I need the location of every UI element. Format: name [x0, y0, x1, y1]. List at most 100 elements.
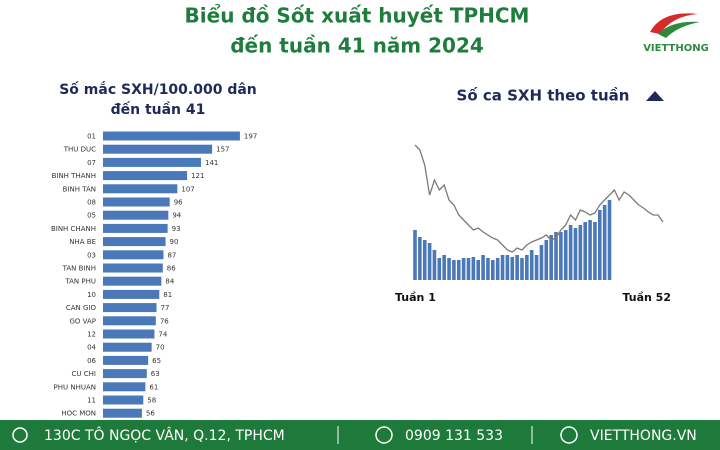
y-tick-label: 12: [87, 331, 96, 339]
value-label: 86: [167, 265, 176, 273]
bar: [103, 144, 213, 154]
bar: [471, 257, 476, 280]
bar: [588, 220, 592, 280]
bar: [520, 258, 524, 280]
bar: [510, 257, 515, 280]
bar: [486, 258, 490, 280]
value-label: 70: [156, 344, 165, 352]
y-tick-label: TAN PHU: [64, 278, 96, 286]
bar: [593, 222, 597, 280]
bar: [539, 245, 544, 280]
y-tick-label: 10: [87, 291, 96, 299]
value-label: 157: [216, 146, 229, 154]
bar: [461, 258, 466, 280]
y-tick-label: TAN BINH: [62, 265, 96, 273]
value-label: 63: [151, 370, 160, 378]
bar: [505, 255, 510, 280]
bar: [476, 260, 481, 280]
bar: [500, 255, 505, 280]
location-icon: [12, 427, 28, 443]
bar: [432, 250, 437, 280]
bar: [583, 222, 587, 280]
bar: [525, 255, 529, 280]
y-tick-label: BINH TAN: [63, 185, 96, 193]
bar: [602, 205, 607, 280]
y-tick-label: THU DUC: [63, 146, 96, 154]
bar: [103, 355, 149, 365]
value-label: 93: [172, 225, 181, 233]
y-tick-label: BINH THANH: [52, 172, 96, 180]
bar: [447, 258, 451, 280]
y-tick-label: 04: [87, 344, 96, 352]
bar: [578, 225, 583, 280]
logo: VIETTHONG: [643, 13, 709, 54]
bar: [103, 408, 142, 418]
district-chart: 01 197 THU DUC 157 07 141 BINH THANH 121 BINH TA…: [51, 131, 257, 418]
x-tick-label: Tuần 1: [395, 291, 436, 304]
bar: [515, 255, 519, 280]
weekly-chart: Tuần 1 Tuần 52: [395, 144, 671, 304]
footer-band: [0, 420, 720, 450]
bar: [568, 225, 573, 280]
value-label: 61: [149, 383, 158, 391]
y-tick-label: PHU NHUAN: [54, 383, 96, 391]
bar: [103, 263, 163, 273]
page-title: đến tuần 41 năm 2024: [230, 34, 484, 58]
bar: [559, 232, 563, 280]
value-label: 121: [191, 172, 204, 180]
triangle-icon: [646, 91, 664, 101]
footer-phone: 0909 131 533: [405, 428, 503, 444]
bar: [544, 240, 549, 280]
bar: [554, 232, 558, 280]
value-label: 107: [181, 185, 194, 193]
bar: [103, 303, 157, 313]
logo-text: VIETTHONG: [643, 43, 709, 54]
y-tick-label: 03: [87, 251, 96, 259]
bar: [481, 255, 485, 280]
value-label: 74: [158, 331, 167, 339]
bar: [418, 237, 422, 280]
bar: [103, 395, 144, 405]
y-tick-label: BINH CHANH: [51, 225, 96, 233]
bar: [103, 223, 168, 233]
y-tick-label: 06: [87, 357, 96, 365]
footer-website: VIETTHONG.VN: [590, 428, 697, 444]
bar: [103, 157, 201, 167]
bar: [607, 200, 612, 280]
bar: [491, 260, 495, 280]
y-tick-label: HOC MON: [61, 410, 96, 418]
y-tick-label: NHA BE: [69, 238, 96, 246]
bar: [103, 289, 160, 299]
bar: [103, 197, 170, 207]
value-label: 87: [167, 251, 176, 259]
phone-icon: [375, 426, 393, 444]
y-tick-label: 01: [87, 133, 96, 141]
y-tick-label: CU CHI: [72, 370, 96, 378]
bar: [413, 230, 417, 280]
footer-address: 130C TÔ NGỌC VÂN, Q.12, TPHCM: [44, 426, 285, 444]
logo-swoosh: [650, 13, 698, 34]
trend-line: [414, 144, 664, 253]
value-label: 81: [163, 291, 172, 299]
bar: [103, 316, 156, 326]
bar: [103, 250, 164, 260]
bar: [529, 250, 534, 280]
bar: [466, 258, 471, 280]
bar: [103, 329, 155, 339]
value-label: 141: [205, 159, 218, 167]
value-label: 94: [172, 212, 181, 220]
bar: [103, 184, 178, 194]
chart-title: Số ca SXH theo tuần: [457, 86, 630, 105]
y-tick-label: GO VAP: [69, 317, 96, 325]
value-label: 77: [161, 304, 170, 312]
value-label: 96: [174, 199, 183, 207]
bar: [103, 237, 166, 247]
value-label: 84: [165, 278, 174, 286]
value-label: 90: [170, 238, 179, 246]
bar: [549, 235, 553, 280]
bar: [427, 243, 432, 280]
y-tick-label: CAN GIO: [66, 304, 97, 312]
value-label: 56: [146, 410, 155, 418]
value-label: 197: [244, 133, 257, 141]
